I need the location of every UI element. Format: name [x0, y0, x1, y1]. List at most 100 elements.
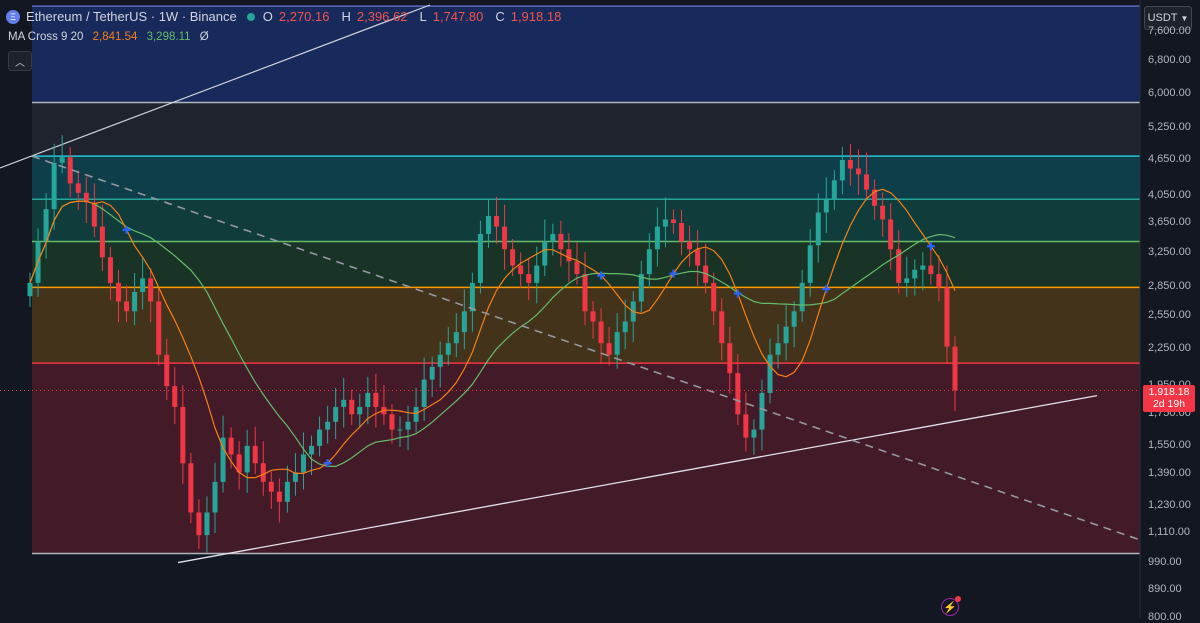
candle-body-66: [558, 233, 564, 250]
candle-body-112: [928, 265, 934, 275]
chevron-up-icon: ︿: [15, 57, 25, 69]
candle-body-70: [590, 311, 596, 322]
candle-body-71: [598, 321, 604, 344]
candle-body-5: [67, 157, 73, 184]
candle-body-54: [461, 311, 467, 333]
candle-body-74: [622, 321, 628, 333]
candle-body-45: [389, 414, 395, 430]
candle-body-24: [220, 437, 226, 482]
chevron-down-icon: ▼: [1180, 13, 1189, 23]
candle-body-73: [614, 332, 620, 355]
candle-body-83: [695, 249, 701, 266]
symbol-title[interactable]: Ethereum / TetherUS · 1W · Binance: [26, 9, 237, 24]
price-axis-tick: 990.00: [1148, 555, 1182, 568]
zone-band-2: [32, 156, 1140, 200]
currency-selector[interactable]: USDT ▼: [1144, 6, 1192, 30]
candle-body-104: [864, 174, 870, 190]
candle-body-101: [839, 160, 845, 181]
trend-line-solid-0: [177, 395, 1098, 564]
candle-body-64: [542, 241, 548, 266]
candle-body-107: [888, 219, 894, 250]
candle-body-26: [236, 454, 242, 473]
price-axis-tick: 6,800.00: [1148, 54, 1191, 67]
ma-slow-value: 3,298.11: [146, 31, 191, 43]
open-value: 2,270.16: [278, 9, 330, 24]
candle-body-35: [309, 445, 315, 455]
ma-cross-marker-71: [597, 271, 606, 280]
candle-body-63: [534, 265, 540, 283]
low-value: 1,747.80: [432, 9, 484, 24]
candle-body-55: [469, 282, 475, 312]
last-price-value: 1,918.18: [1148, 386, 1190, 398]
candle-body-67: [566, 249, 572, 262]
candle-body-68: [574, 261, 580, 275]
price-axis-tick: 5,250.00: [1148, 121, 1191, 134]
price-axis-tick: 4,650.00: [1148, 153, 1191, 165]
candle-body-95: [791, 311, 797, 327]
candle-body-41: [357, 406, 363, 415]
price-axis-tick: 1,110.00: [1148, 525, 1191, 538]
candle-countdown: 2d 19h: [1152, 398, 1186, 410]
price-axis-tick: 890.00: [1148, 583, 1182, 596]
candle-body-89: [743, 414, 749, 438]
collapse-legend-button[interactable]: ︿: [8, 51, 32, 71]
high-label: H: [341, 9, 351, 24]
candle-body-37: [325, 421, 331, 430]
indicator-name: MA Cross 9 20: [8, 31, 84, 43]
candle-body-50: [429, 366, 435, 380]
market-status-icon: [246, 12, 255, 21]
candle-body-46: [397, 429, 403, 431]
candle-body-6: [75, 183, 81, 193]
candle-body-114: [944, 287, 950, 347]
candle-body-76: [638, 274, 644, 302]
ma-na-icon: Ø: [199, 31, 209, 43]
candle-body-12: [124, 301, 130, 312]
price-axis-tick: 4,050.00: [1148, 188, 1191, 201]
candle-body-40: [349, 399, 355, 415]
candle-body-85: [711, 282, 717, 312]
zone-band-3: [32, 199, 1140, 242]
candle-body-98: [815, 212, 821, 246]
alert-lightning-button[interactable]: ⚡: [941, 596, 961, 616]
close-value: 1,918.18: [510, 9, 562, 24]
candle-body-27: [244, 445, 250, 473]
candle-body-49: [421, 379, 427, 407]
candle-body-93: [775, 343, 781, 355]
close-label: C: [495, 9, 505, 24]
candle-body-21: [196, 512, 202, 536]
candle-body-62: [526, 274, 532, 283]
lightning-icon: ⚡: [943, 601, 957, 614]
candle-body-42: [365, 392, 371, 407]
ma-fast-line: [29, 188, 956, 479]
candle-body-88: [735, 373, 741, 415]
candle-body-92: [767, 354, 773, 393]
notification-badge-icon: [955, 596, 961, 602]
ma-cross-marker-88: [733, 289, 742, 298]
candle-body-96: [799, 282, 805, 312]
candle-body-30: [268, 481, 274, 492]
upper-trend-line: [0, 4, 431, 169]
last-price-tag: 1,918.18 2d 19h: [1143, 385, 1195, 412]
price-axis-tick: 3,650.00: [1148, 216, 1191, 229]
ma-cross-marker-99: [822, 284, 831, 293]
candle-body-13: [132, 292, 138, 312]
candle-body-53: [453, 332, 459, 344]
candle-body-69: [582, 274, 588, 312]
ma-cross-legend[interactable]: MA Cross 9 20 2,841.54 3,298.11 Ø: [8, 31, 209, 43]
candle-body-0: [27, 282, 33, 297]
ma-slow-line: [29, 200, 956, 467]
price-axis-tick: 2,550.00: [1148, 309, 1191, 322]
candle-body-79: [662, 219, 668, 227]
candle-body-36: [317, 429, 323, 446]
candle-body-18: [172, 386, 178, 407]
candle-body-106: [880, 205, 886, 220]
candle-body-33: [292, 472, 298, 482]
candle-body-102: [847, 160, 853, 169]
candle-body-61: [518, 265, 524, 275]
candle-body-72: [606, 343, 612, 355]
candle-body-48: [413, 406, 419, 422]
price-axis-tick: 2,250.00: [1148, 341, 1191, 354]
high-value: 2,396.62: [356, 9, 408, 24]
candle-body-47: [405, 421, 411, 430]
